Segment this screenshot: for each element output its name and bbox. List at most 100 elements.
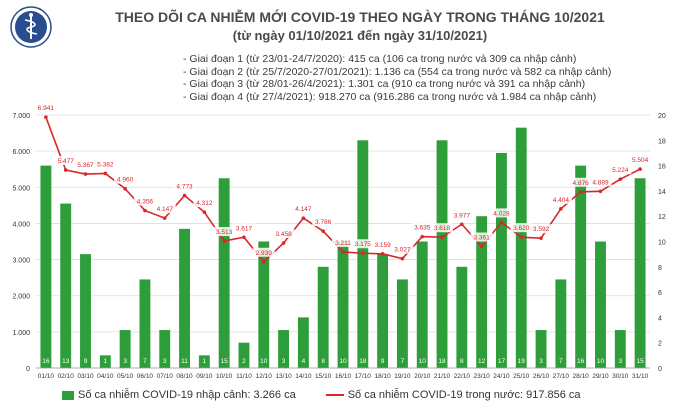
y-right-tick-label: 20 — [658, 113, 666, 120]
chart-legend: Số ca nhiễm COVID-19 nhập cảnh: 3.266 ca… — [62, 389, 581, 401]
bar-value-label: 7 — [143, 358, 147, 365]
bar-value-label: 13 — [62, 358, 70, 365]
line-point — [519, 235, 524, 239]
bar-value-label: 3 — [539, 358, 543, 365]
line-point — [578, 189, 583, 194]
line-label-bg — [609, 165, 632, 175]
line-value-label: 3.618 — [434, 225, 451, 232]
line-label-bg — [411, 222, 434, 232]
line-label-bg — [391, 244, 414, 254]
bar — [317, 266, 329, 368]
bar-value-label: 1 — [203, 358, 207, 365]
legend-bar-swatch — [62, 390, 74, 400]
line-point — [479, 244, 484, 249]
y-right-tick-label: 18 — [658, 138, 666, 145]
line-point — [123, 186, 127, 191]
x-tick-label: 31/10 — [632, 373, 649, 380]
line-value-label: 3.786 — [315, 219, 332, 226]
x-tick-label: 16/10 — [335, 373, 352, 380]
line-point — [222, 239, 226, 243]
line-label-bg — [450, 210, 473, 220]
x-tick-label: 01/10 — [38, 373, 55, 380]
line-point — [103, 171, 108, 176]
bar — [614, 330, 626, 368]
line-value-label: 3.513 — [216, 229, 233, 236]
line-point — [420, 234, 425, 239]
x-tick-label: 11/10 — [236, 373, 252, 380]
line-label-bg — [114, 174, 137, 184]
bar-value-label: 10 — [597, 358, 605, 365]
line-point — [281, 241, 286, 245]
line-value-label: 3.977 — [454, 212, 471, 219]
y-right-tick-label: 4 — [658, 315, 662, 322]
line-label-bg — [351, 239, 374, 249]
bar-value-label: 9 — [84, 358, 88, 365]
line-value-label: 4.147 — [295, 206, 312, 213]
bar — [575, 165, 587, 368]
line-value-label: 2.939 — [256, 250, 273, 257]
y-left-tick-label: 3.000 — [12, 258, 30, 265]
line-point — [400, 256, 405, 261]
line-value-label: 4.147 — [157, 206, 174, 213]
line-value-label: 4.889 — [592, 179, 609, 186]
bar — [476, 216, 488, 368]
bar-value-label: 19 — [518, 358, 526, 365]
phase-2-summary: - Giai đoạn 2 (từ 25/7/2020-27/01/2021):… — [183, 65, 612, 78]
bar — [179, 228, 190, 368]
bar — [396, 279, 408, 368]
x-tick-label: 12/10 — [256, 373, 273, 380]
line-point — [63, 168, 68, 172]
bar — [40, 165, 52, 368]
bar — [535, 330, 547, 368]
line-point — [539, 236, 543, 240]
bar — [496, 152, 507, 368]
line-label-bg — [629, 155, 652, 165]
x-tick-label: 05/10 — [117, 373, 134, 380]
line-point — [598, 189, 603, 194]
y-left-tick-label: 5.000 — [12, 185, 30, 192]
bar — [238, 342, 250, 368]
chart-subtitle: (từ ngày 01/10/2021 đến ngày 31/10/2021) — [232, 28, 488, 43]
line-label-bg — [213, 227, 236, 237]
line-label-bg — [232, 223, 255, 233]
y-right-tick-label: 0 — [658, 366, 662, 373]
bar — [198, 355, 210, 368]
y-right-tick-label: 8 — [658, 265, 662, 272]
phase-3-summary: - Giai đoạn 3 (từ 28/01-26/4/2021): 1.30… — [183, 78, 586, 90]
y-right-tick-label: 2 — [658, 341, 662, 348]
line-value-label: 4.312 — [196, 200, 213, 207]
bar — [99, 355, 111, 368]
bar — [60, 203, 72, 368]
line-label-bg — [193, 198, 216, 208]
x-tick-label: 27/10 — [553, 373, 570, 380]
line-value-label: 4.028 — [493, 210, 510, 217]
bar-value-label: 8 — [460, 358, 464, 365]
x-tick-label: 20/10 — [414, 373, 431, 380]
bar — [595, 241, 606, 368]
line-point — [380, 252, 385, 256]
bar — [159, 330, 171, 368]
phase-1-summary: - Giai đoạn 1 (từ 23/01-24/7/2020): 415 … — [183, 53, 577, 65]
line-value-label: 4.876 — [573, 180, 590, 187]
bar-value-label: 10 — [339, 358, 347, 365]
line-value-label: 3.175 — [355, 241, 372, 248]
line-value-label: 3.027 — [394, 247, 411, 254]
line-label-bg — [133, 196, 156, 206]
line-point — [44, 115, 48, 119]
bar-value-label: 18 — [438, 358, 446, 365]
line-point — [618, 177, 623, 181]
line-value-label: 3.211 — [335, 240, 351, 247]
line-value-label: 3.620 — [513, 225, 530, 232]
line-value-label: 3.159 — [374, 242, 391, 249]
bar-value-label: 4 — [302, 358, 306, 365]
line-point — [460, 222, 464, 227]
line-point — [182, 193, 187, 198]
bar — [634, 178, 646, 368]
x-tick-label: 14/10 — [295, 373, 312, 380]
line-point — [83, 172, 88, 176]
line-point — [242, 235, 246, 240]
ministry-of-health-logo — [10, 6, 52, 48]
bar — [436, 140, 448, 368]
line-value-label: 5.382 — [97, 161, 114, 168]
